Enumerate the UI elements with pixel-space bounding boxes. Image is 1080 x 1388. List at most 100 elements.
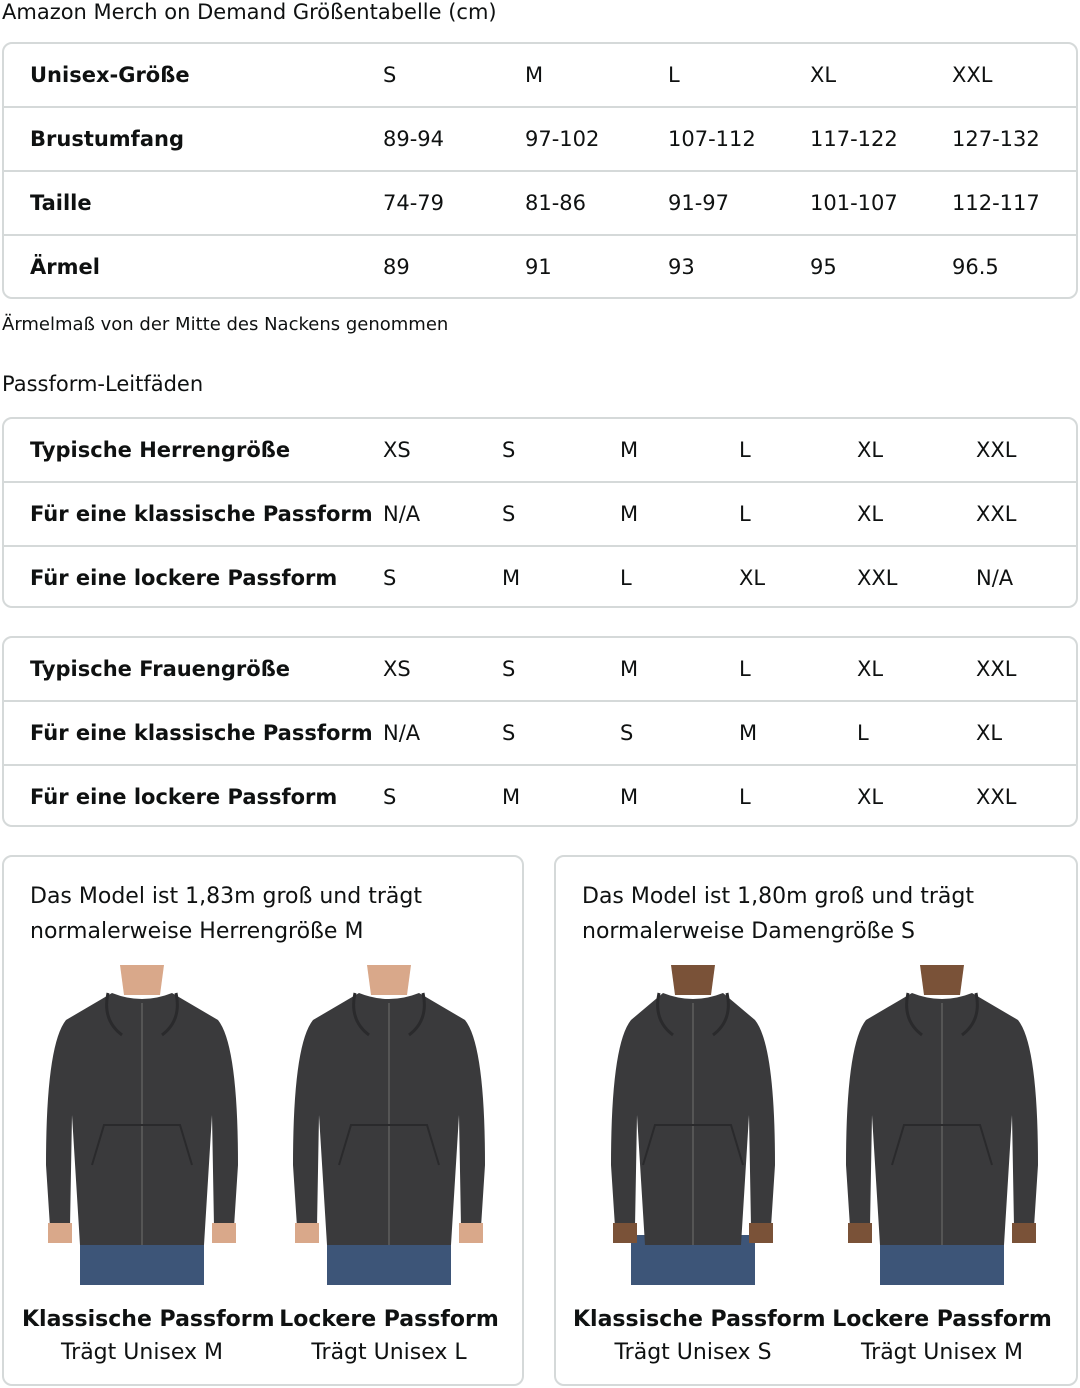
table-row: Typische Frauengröße XS S M L XL XXL <box>4 638 1076 700</box>
neck <box>671 965 715 995</box>
table-cell: M <box>620 438 639 462</box>
model-figure: Lockere Passform Trägt Unisex L <box>269 965 509 1365</box>
table-cell: 89-94 <box>383 127 445 151</box>
fit-size: Trägt Unisex M <box>860 1340 1024 1365</box>
hoodie-photo <box>822 965 1062 1285</box>
row-label: Für eine klassische Passform <box>30 502 373 526</box>
table-cell: XL <box>810 63 837 87</box>
hoodie-photo <box>269 965 509 1285</box>
table-cell: 117-122 <box>810 127 898 151</box>
row-label: Typische Herrengröße <box>30 438 291 462</box>
table-cell: L <box>668 63 680 87</box>
women-model-card: Das Model ist 1,80m groß und trägt norma… <box>554 855 1078 1386</box>
table-cell: XL <box>857 785 884 809</box>
fit-title: Lockere Passform <box>832 1307 1052 1332</box>
row-label: Typische Frauengröße <box>30 657 291 681</box>
table-cell: 107-112 <box>668 127 756 151</box>
model-description: Das Model ist 1,80m groß und trägt norma… <box>582 884 974 944</box>
table-cell: L <box>739 438 751 462</box>
row-label: Für eine lockere Passform <box>30 785 338 809</box>
table-cell: 93 <box>668 255 695 279</box>
table-cell: 89 <box>383 255 410 279</box>
table-cell: L <box>739 785 751 809</box>
sleeve-note: Ärmelmaß von der Mitte des Nackens genom… <box>2 314 449 335</box>
table-cell: M <box>620 785 639 809</box>
table-cell: XL <box>857 657 884 681</box>
table-cell: 112-117 <box>952 191 1040 215</box>
table-cell: 81-86 <box>525 191 587 215</box>
table-cell: 127-132 <box>952 127 1040 151</box>
table-cell: M <box>502 785 521 809</box>
table-cell: S <box>383 63 397 87</box>
table-cell: S <box>502 657 516 681</box>
table-cell: L <box>739 502 751 526</box>
table-cell: M <box>620 502 639 526</box>
hood <box>656 992 730 1037</box>
neck <box>920 965 964 995</box>
table-cell: N/A <box>383 502 421 526</box>
table-cell: M <box>502 566 521 590</box>
row-label: Ärmel <box>30 255 100 279</box>
size-table: Unisex-Größe S M L XL XXL Brustumfang 89-94 97-1… <box>2 42 1078 299</box>
table-row: Für eine klassische Passform N/A S M L XL XXL <box>4 481 1076 545</box>
table-cell: S <box>502 721 516 745</box>
table-row: Ärmel 89 91 93 95 96.5 <box>4 234 1076 297</box>
table-cell: S <box>502 438 516 462</box>
model-figure: Klassische Passform Trägt Unisex M <box>22 965 275 1365</box>
table-cell: S <box>383 566 397 590</box>
neck <box>367 965 411 995</box>
pocket <box>642 1124 744 1166</box>
table-cell: 95 <box>810 255 837 279</box>
table-row: Für eine lockere Passform S M M L XL XXL <box>4 764 1076 825</box>
table-row: Typische Herrengröße XS S M L XL XXL <box>4 419 1076 481</box>
pocket <box>338 1124 440 1166</box>
hood <box>352 992 426 1037</box>
page-title: Amazon Merch on Demand Größentabelle (cm… <box>2 0 497 24</box>
table-cell: S <box>502 502 516 526</box>
women-fit-table: Typische Frauengröße XS S M L XL XXL Für eine k… <box>2 636 1078 827</box>
fit-title: Klassische Passform <box>22 1307 275 1332</box>
table-row: Taille 74-79 81-86 91-97 101-107 112-117 <box>4 170 1076 234</box>
table-cell: XL <box>857 502 884 526</box>
model-figure: Lockere Passform Trägt Unisex M <box>822 965 1062 1365</box>
table-cell: M <box>739 721 758 745</box>
fit-guide-heading: Passform-Leitfäden <box>2 372 204 396</box>
table-cell: N/A <box>976 566 1014 590</box>
pocket <box>891 1124 993 1166</box>
row-label: Für eine klassische Passform <box>30 721 373 745</box>
row-label: Für eine lockere Passform <box>30 566 338 590</box>
table-cell: XXL <box>976 785 1017 809</box>
hoodie-photo <box>573 965 813 1285</box>
fit-size: Trägt Unisex M <box>60 1340 224 1365</box>
fit-title: Klassische Passform <box>573 1307 826 1332</box>
table-cell: XL <box>739 566 766 590</box>
table-row: Für eine klassische Passform N/A S S M L XL <box>4 700 1076 764</box>
table-cell: 101-107 <box>810 191 898 215</box>
table-cell: XS <box>383 438 411 462</box>
men-model-card: Das Model ist 1,83m groß und trägt norma… <box>2 855 524 1386</box>
table-cell: XXL <box>976 438 1017 462</box>
table-cell: S <box>620 721 634 745</box>
table-cell: XXL <box>976 502 1017 526</box>
hood <box>905 992 979 1037</box>
table-cell: XS <box>383 657 411 681</box>
fit-title: Lockere Passform <box>279 1307 499 1332</box>
table-cell: XL <box>857 438 884 462</box>
men-fit-table: Typische Herrengröße XS S M L XL XXL Für eine k… <box>2 417 1078 608</box>
table-cell: XL <box>976 721 1003 745</box>
model-description: Das Model ist 1,83m groß und trägt norma… <box>30 884 422 944</box>
model-figure: Klassische Passform Trägt Unisex S <box>573 965 826 1365</box>
fit-size: Trägt Unisex L <box>311 1340 467 1365</box>
table-row: Brustumfang 89-94 97-102 107-112 117-122 127-… <box>4 106 1076 170</box>
table-cell: 97-102 <box>525 127 600 151</box>
table-cell: M <box>525 63 544 87</box>
table-cell: S <box>383 785 397 809</box>
row-label: Unisex-Größe <box>30 63 190 87</box>
table-cell: L <box>620 566 632 590</box>
row-label: Brustumfang <box>30 127 184 151</box>
pocket <box>91 1124 193 1166</box>
table-cell: 74-79 <box>383 191 445 215</box>
hoodie-photo <box>22 965 262 1285</box>
table-cell: 96.5 <box>952 255 999 279</box>
row-label: Taille <box>30 191 92 215</box>
